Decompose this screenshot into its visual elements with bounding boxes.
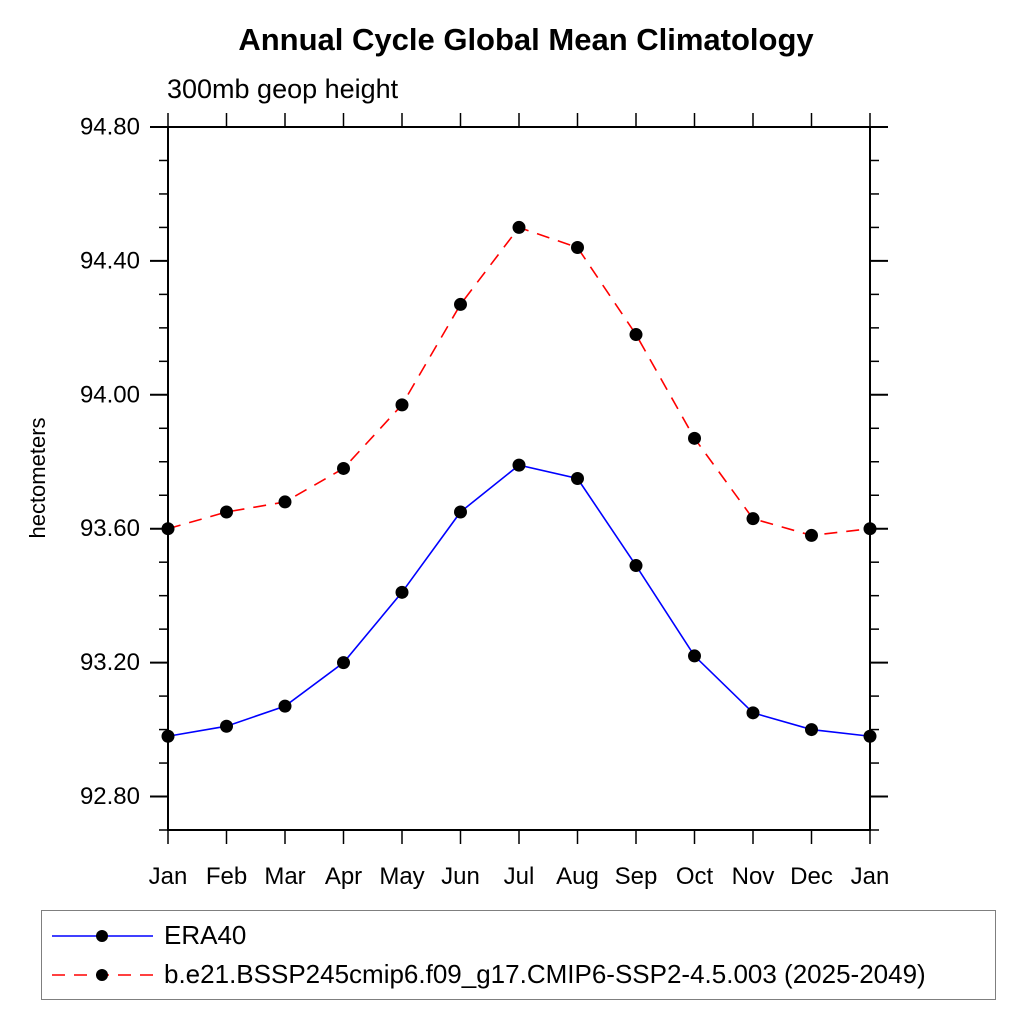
x-tick-label: Apr <box>325 863 362 890</box>
data-point-marker <box>805 528 818 542</box>
legend-entry-1: b.e21.BSSP245cmip6.f09_g17.CMIP6-SSP2-4.… <box>47 959 995 990</box>
legend-box: ERA40 b.e21.BSSP245cmip6.f09_g17.CMIP6-SS… <box>41 910 996 1000</box>
legend-entry-0: ERA40 <box>47 920 995 951</box>
data-point-marker <box>512 220 526 234</box>
data-point-marker <box>746 706 760 720</box>
y-tick-label: 94.00 <box>80 381 140 408</box>
data-point-marker <box>220 719 233 733</box>
legend-label-1: b.e21.BSSP245cmip6.f09_g17.CMIP6-SSP2-4.… <box>164 959 926 989</box>
legend-dashed-line-sample <box>52 968 153 981</box>
data-point-marker <box>220 505 233 519</box>
data-point-marker <box>395 585 409 599</box>
data-point-marker <box>571 472 584 485</box>
data-point-marker <box>454 297 467 311</box>
data-point-marker <box>337 656 350 670</box>
x-tick-label: Sep <box>615 863 658 890</box>
data-point-marker <box>278 699 292 713</box>
data-point-marker <box>337 461 350 475</box>
series-1-line <box>167 226 871 537</box>
x-tick-label: Mar <box>264 863 305 890</box>
y-tick-label: 93.60 <box>80 515 140 542</box>
legend-label-0: ERA40 <box>164 920 247 950</box>
x-tick-label: Oct <box>676 863 714 890</box>
data-point-marker <box>395 398 409 412</box>
y-tick-label: 92.80 <box>80 783 140 810</box>
legend-marker-dot <box>96 968 108 981</box>
x-tick-label: Jan <box>851 863 890 890</box>
series-0-line <box>167 464 871 738</box>
x-tick-label: Jan <box>149 863 188 890</box>
x-tick-label: Feb <box>206 863 247 890</box>
data-point-marker <box>512 458 526 472</box>
data-point-marker <box>863 522 877 536</box>
data-point-marker <box>629 328 643 342</box>
x-tick-label: Dec <box>790 863 833 890</box>
x-tick-label: Nov <box>732 863 775 890</box>
y-tick-label: 94.80 <box>80 114 140 141</box>
x-tick-label: Aug <box>556 863 599 890</box>
data-point-marker <box>629 559 643 573</box>
data-point-marker <box>161 522 175 536</box>
chart-subtitle: 300mb geop height <box>167 74 399 104</box>
data-point-marker <box>805 723 818 737</box>
data-point-marker <box>278 495 292 509</box>
x-tick-label: Jul <box>504 863 535 890</box>
x-tick-label: May <box>379 863 424 890</box>
data-point-marker <box>161 729 175 743</box>
data-point-marker <box>746 512 760 526</box>
legend-solid-line-sample <box>52 929 153 942</box>
chart-title: Annual Cycle Global Mean Climatology <box>238 22 814 57</box>
legend-marker-dot <box>96 929 108 942</box>
data-point-marker <box>454 505 467 519</box>
data-point-marker <box>688 649 701 663</box>
data-point-marker <box>571 241 584 255</box>
y-tick-label: 93.20 <box>80 649 140 676</box>
y-tick-label: 94.40 <box>80 247 140 274</box>
data-point-marker <box>863 729 877 743</box>
data-point-marker <box>688 431 701 445</box>
x-tick-label: Jun <box>441 863 480 890</box>
